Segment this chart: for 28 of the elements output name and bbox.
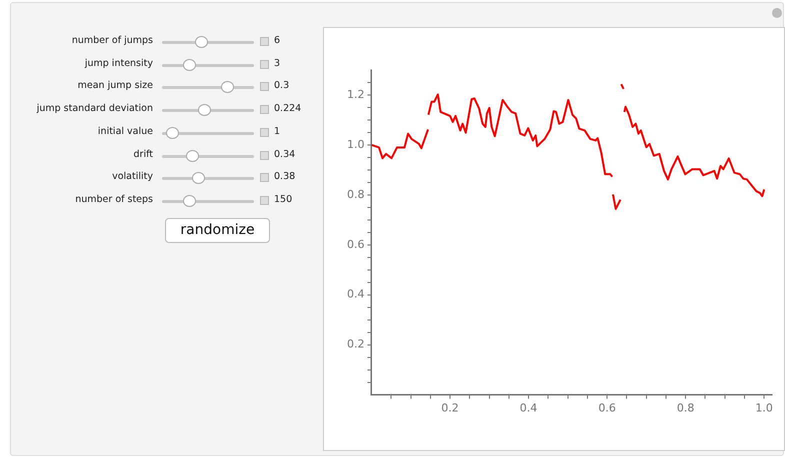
text: 0.34 [274, 148, 296, 160]
text: jump intensity [84, 58, 153, 69]
text: 0.3 [274, 80, 290, 92]
x-tick-label: 0.2 [441, 401, 459, 414]
text: jump standard deviation [36, 103, 153, 114]
text: 150 [274, 194, 292, 205]
text: drift [132, 148, 153, 160]
text: number of steps [74, 194, 153, 205]
text: mean jump size [76, 80, 153, 92]
y-tick-label: 0.6 [346, 238, 364, 251]
text: volatility [111, 171, 153, 182]
text: 6 [274, 35, 280, 46]
x-tick-label: 0.6 [598, 401, 616, 414]
text: randomize [165, 218, 270, 243]
text: 0.38 [274, 171, 296, 182]
x-tick-label: 0.8 [676, 401, 694, 414]
text: initial value [96, 126, 153, 137]
y-tick-label: 0.4 [346, 288, 364, 301]
x-tick-label: 0.4 [520, 401, 538, 414]
y-tick-label: 1.0 [346, 138, 364, 151]
x-tick-label: 1.0 [755, 401, 773, 414]
text: 1 [274, 126, 280, 137]
y-tick-label: 0.2 [346, 338, 364, 351]
y-tick-label: 0.8 [346, 188, 364, 201]
text: 0.224 [274, 103, 302, 114]
text: 3 [274, 58, 280, 69]
text: number of jumps [70, 35, 153, 46]
y-tick-label: 1.2 [346, 88, 364, 101]
